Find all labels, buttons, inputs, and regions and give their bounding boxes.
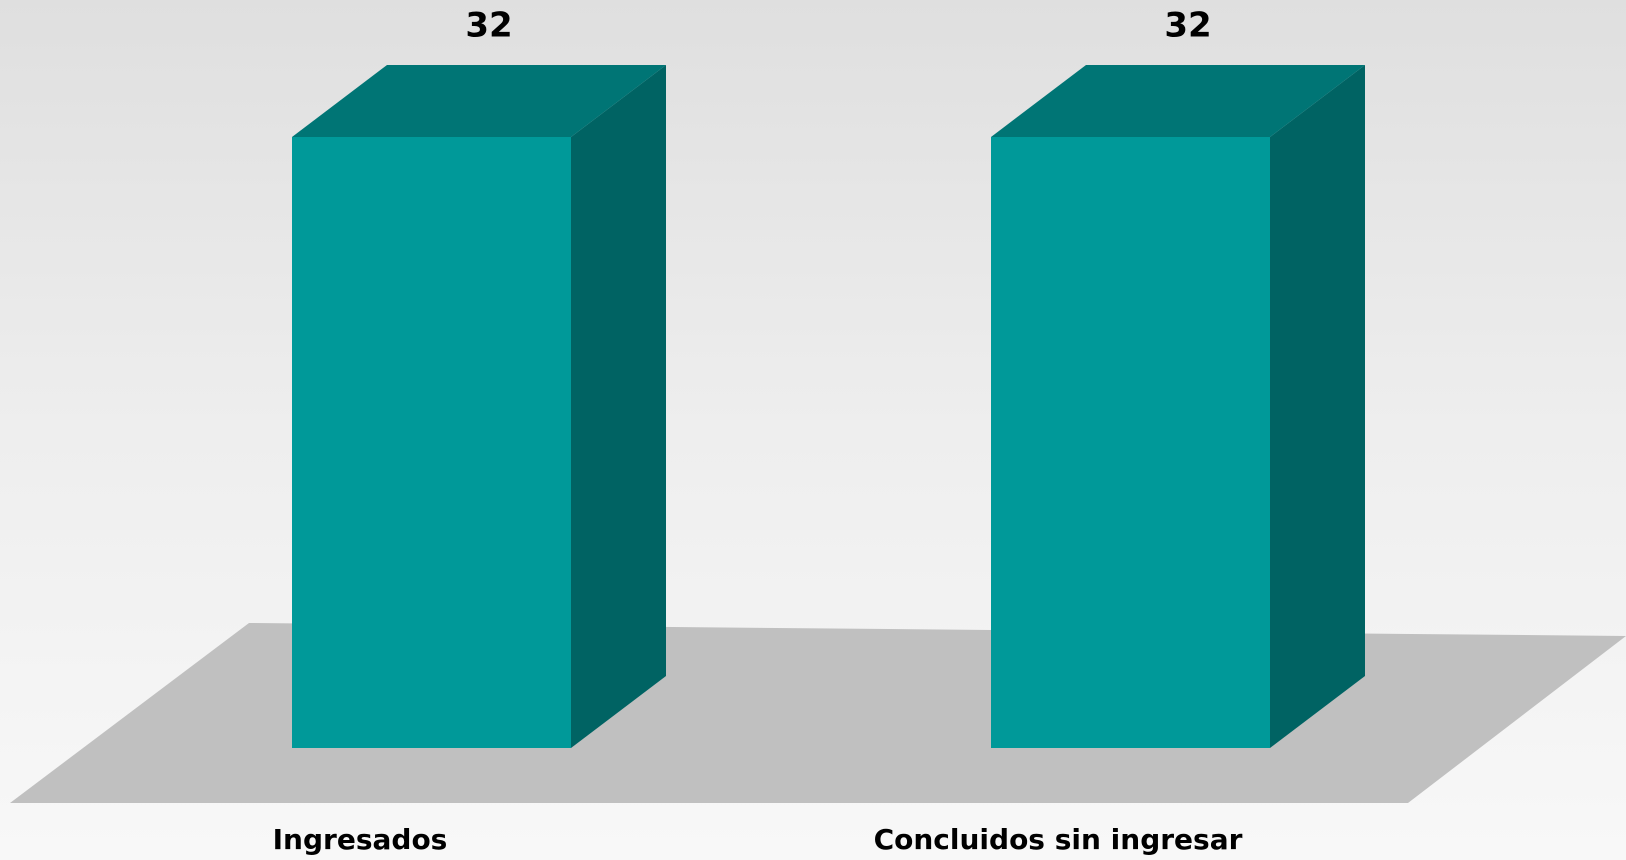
bar-side	[1270, 65, 1365, 748]
data-label: 32	[1164, 6, 1211, 46]
bar	[292, 137, 571, 748]
bars-layer	[292, 65, 1365, 748]
bar-top	[292, 65, 666, 137]
data-label: 32	[465, 6, 512, 46]
bar	[991, 137, 1270, 748]
x-tick-label: Concluidos sin ingresar	[874, 823, 1243, 856]
bar-top	[991, 65, 1365, 137]
floor-layer	[10, 623, 1626, 803]
floor	[10, 623, 1626, 803]
bar-side	[571, 65, 666, 748]
x-tick-label: Ingresados	[273, 823, 448, 856]
